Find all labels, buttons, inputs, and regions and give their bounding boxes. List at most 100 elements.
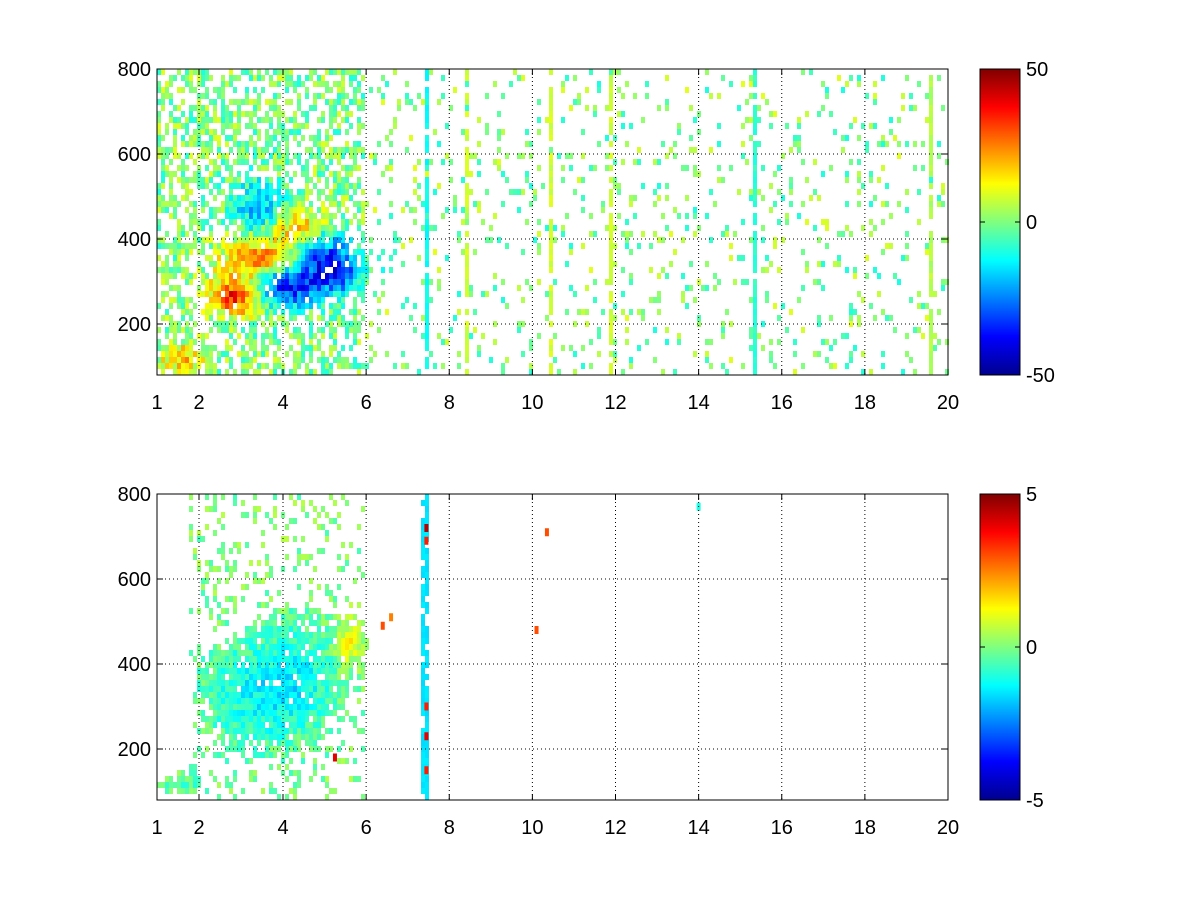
heatmap-cell <box>441 93 445 99</box>
heatmap-cell <box>225 321 229 327</box>
x-tick-label: 18 <box>854 817 876 839</box>
heatmap-cell <box>329 662 333 668</box>
heatmap-cell <box>469 189 473 195</box>
heatmap-cell <box>361 249 365 255</box>
heatmap-cell <box>329 363 333 369</box>
heatmap-cell <box>177 201 181 207</box>
heatmap-cell <box>289 758 293 764</box>
heatmap-cell <box>425 123 429 129</box>
heatmap-cell <box>237 297 241 303</box>
heatmap-cell <box>333 788 337 794</box>
heatmap-cell <box>717 93 721 99</box>
heatmap-cell <box>549 117 553 123</box>
heatmap-cell <box>261 602 265 608</box>
heatmap-cell <box>161 297 165 303</box>
heatmap-cell <box>497 129 501 135</box>
heatmap-cell <box>453 315 457 321</box>
heatmap-cell <box>817 237 821 243</box>
heatmap-cell <box>165 87 169 93</box>
heatmap-cell <box>257 231 261 237</box>
heatmap-cell <box>329 201 333 207</box>
heatmap-cell <box>277 363 281 369</box>
heatmap-cell <box>181 303 185 309</box>
heatmap-cell <box>917 81 921 87</box>
heatmap-cell <box>173 333 177 339</box>
heatmap-cell <box>337 650 341 656</box>
heatmap-cell <box>317 81 321 87</box>
heatmap-cell <box>297 225 301 231</box>
heatmap-cell <box>249 117 253 123</box>
heatmap-cell <box>425 177 429 183</box>
heatmap-cell <box>253 734 257 740</box>
heatmap-cell <box>157 303 161 309</box>
heatmap-cell <box>501 279 505 285</box>
heatmap-cell <box>173 129 177 135</box>
heatmap-cell <box>285 536 289 542</box>
heatmap-cell <box>177 249 181 255</box>
heatmap-cell <box>297 560 301 566</box>
heatmap-cell <box>549 99 553 105</box>
heatmap-cell <box>549 165 553 171</box>
heatmap-cell <box>569 165 573 171</box>
heatmap-cell <box>321 710 325 716</box>
heatmap-cell <box>573 369 577 375</box>
heatmap-cell <box>929 117 933 123</box>
heatmap-cell <box>261 249 265 255</box>
heatmap-cell <box>353 644 357 650</box>
heatmap-cell <box>269 710 273 716</box>
heatmap-cell <box>541 183 545 189</box>
heatmap-cell <box>185 141 189 147</box>
heatmap-cell <box>257 369 261 375</box>
heatmap-cell <box>929 237 933 243</box>
heatmap-cell <box>229 183 233 189</box>
heatmap-cell <box>333 345 337 351</box>
heatmap-cell <box>205 345 209 351</box>
heatmap-cell <box>249 255 253 261</box>
heatmap-cell <box>165 147 169 153</box>
heatmap-cell <box>241 746 245 752</box>
heatmap-cell <box>233 608 237 614</box>
heatmap-cell <box>205 273 209 279</box>
heatmap-cell <box>753 369 757 375</box>
heatmap-cell <box>353 87 357 93</box>
heatmap-cell <box>237 698 241 704</box>
heatmap-cell <box>341 279 345 285</box>
heatmap-cell <box>877 291 881 297</box>
heatmap-cell <box>289 285 293 291</box>
heatmap-cell <box>361 273 365 279</box>
heatmap-cell <box>249 273 253 279</box>
heatmap-cell <box>205 117 209 123</box>
heatmap-cell <box>273 201 277 207</box>
heatmap-cell <box>249 698 253 704</box>
heatmap-cell <box>297 333 301 339</box>
heatmap-cell <box>621 309 625 315</box>
heatmap-cell <box>217 668 221 674</box>
heatmap-cell <box>609 189 613 195</box>
heatmap-cell <box>629 273 633 279</box>
heatmap-cell <box>297 261 301 267</box>
heatmap-cell <box>245 291 249 297</box>
heatmap-cell <box>289 207 293 213</box>
heatmap-cell <box>389 141 393 147</box>
heatmap-cell <box>569 105 573 111</box>
heatmap-cell <box>265 656 269 662</box>
heatmap-cell <box>289 315 293 321</box>
heatmap-cell <box>461 219 465 225</box>
heatmap-cell <box>397 105 401 111</box>
heatmap-cell <box>277 710 281 716</box>
heatmap-cell <box>225 339 229 345</box>
heatmap-cell <box>349 111 353 117</box>
heatmap-cell <box>517 327 521 333</box>
heatmap-cell <box>597 81 601 87</box>
x-tick-label: 16 <box>771 817 793 839</box>
heatmap-cell <box>289 686 293 692</box>
heatmap-cell <box>293 153 297 159</box>
heatmap-cell <box>157 99 161 105</box>
heatmap-cell <box>201 752 205 758</box>
heatmap-cell <box>421 710 425 716</box>
heatmap-cell <box>181 231 185 237</box>
heatmap-cell <box>329 518 333 524</box>
heatmap-cell <box>221 153 225 159</box>
heatmap-cell <box>169 357 173 363</box>
heatmap-cell <box>265 632 269 638</box>
